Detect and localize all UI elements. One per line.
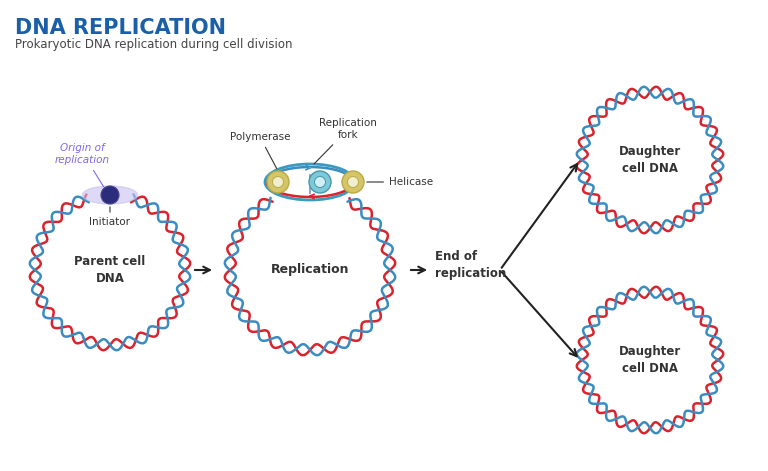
Text: Replication: Replication	[271, 263, 349, 276]
Circle shape	[342, 171, 364, 193]
Text: End of
replication: End of replication	[435, 250, 506, 280]
Text: Daughter
cell DNA: Daughter cell DNA	[619, 145, 681, 175]
Text: Initiator: Initiator	[90, 217, 131, 227]
Text: Origin of
replication: Origin of replication	[55, 143, 110, 165]
Circle shape	[273, 177, 283, 187]
Text: Polymerase: Polymerase	[230, 132, 290, 169]
Circle shape	[315, 177, 326, 187]
Text: Helicase: Helicase	[367, 177, 433, 187]
Circle shape	[101, 186, 119, 204]
Text: Daughter
cell DNA: Daughter cell DNA	[619, 345, 681, 375]
Text: Prokaryotic DNA replication during cell division: Prokaryotic DNA replication during cell …	[15, 38, 293, 51]
Text: Parent cell
DNA: Parent cell DNA	[74, 255, 146, 285]
Circle shape	[309, 171, 331, 193]
Text: Replication
fork: Replication fork	[314, 118, 377, 164]
Ellipse shape	[82, 186, 137, 204]
Circle shape	[267, 171, 289, 193]
Text: DNA REPLICATION: DNA REPLICATION	[15, 18, 226, 38]
Circle shape	[347, 177, 359, 187]
